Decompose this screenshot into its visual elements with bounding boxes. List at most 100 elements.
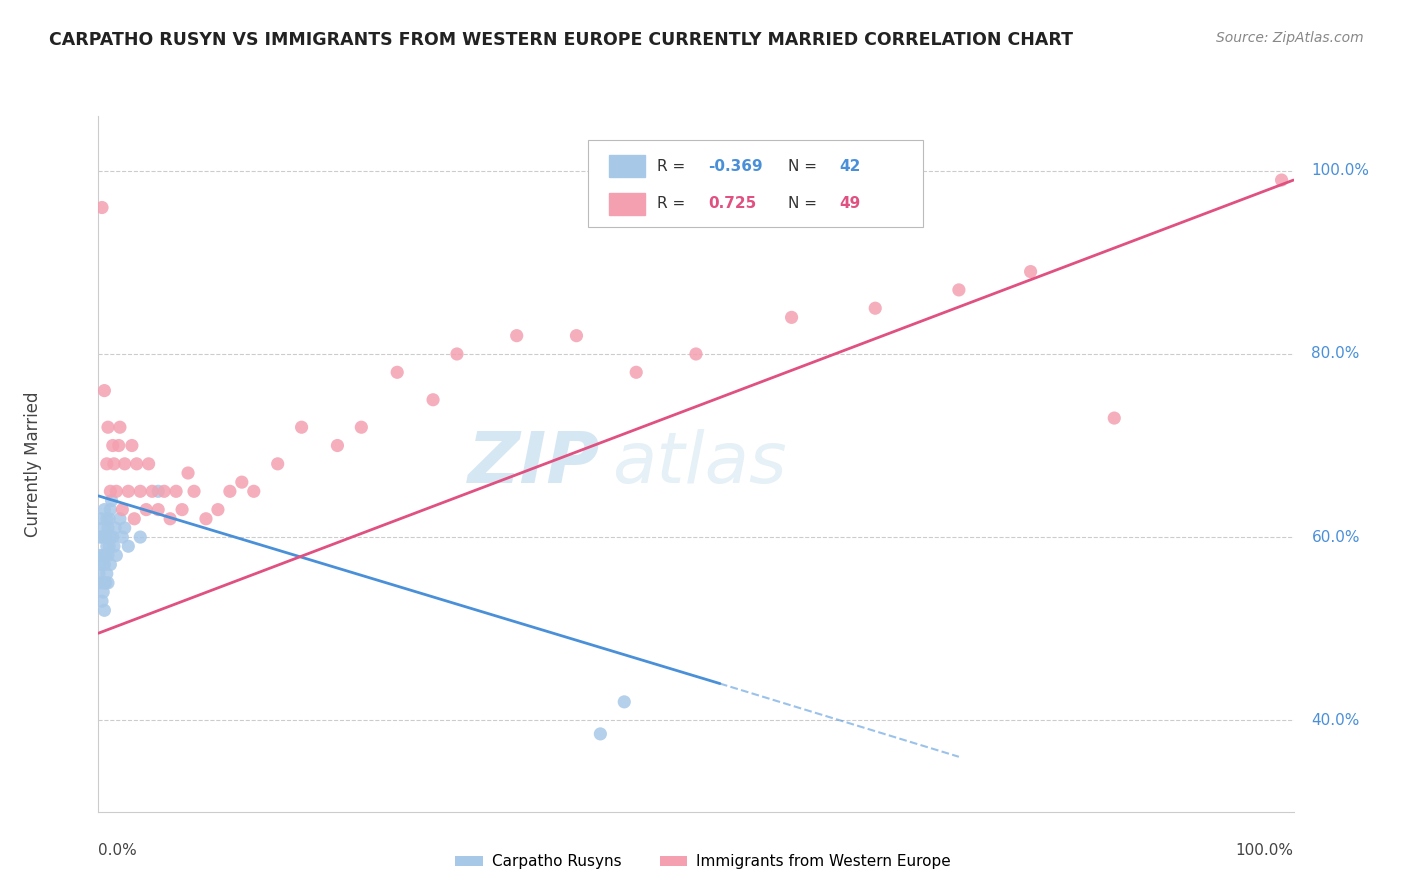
- Point: [506, 328, 529, 343]
- Point: [98, 539, 121, 553]
- Point: [105, 484, 128, 499]
- Point: [98, 502, 122, 516]
- Point: [114, 457, 136, 471]
- Text: ZIP: ZIP: [468, 429, 600, 499]
- Point: [91, 530, 114, 544]
- Point: [385, 365, 409, 379]
- Point: [93, 603, 115, 617]
- Text: Source: ZipAtlas.com: Source: ZipAtlas.com: [1216, 31, 1364, 45]
- Point: [780, 310, 803, 325]
- Point: [108, 420, 131, 434]
- Point: [219, 484, 242, 499]
- Text: 0.0%: 0.0%: [98, 843, 138, 858]
- Point: [93, 575, 115, 590]
- Point: [97, 549, 120, 563]
- Point: [101, 438, 124, 452]
- Point: [243, 484, 266, 499]
- Point: [91, 201, 114, 215]
- FancyBboxPatch shape: [588, 140, 922, 227]
- Point: [194, 512, 217, 526]
- Point: [231, 475, 253, 490]
- Point: [1019, 264, 1042, 278]
- Point: [326, 438, 349, 452]
- Point: [103, 457, 125, 471]
- Point: [91, 594, 114, 608]
- Text: -0.369: -0.369: [709, 159, 762, 174]
- Point: [105, 549, 128, 563]
- Text: R =: R =: [657, 196, 695, 211]
- Text: 42: 42: [839, 159, 860, 174]
- Point: [685, 347, 707, 361]
- Point: [97, 521, 120, 535]
- Point: [91, 585, 114, 599]
- Point: [863, 301, 886, 316]
- Point: [183, 484, 205, 499]
- Point: [100, 493, 122, 508]
- Point: [98, 558, 122, 572]
- Point: [165, 484, 187, 499]
- Point: [89, 549, 111, 563]
- Point: [91, 549, 114, 563]
- Point: [207, 502, 229, 516]
- Point: [93, 558, 115, 572]
- Point: [948, 283, 970, 297]
- Point: [96, 512, 118, 526]
- Point: [350, 420, 373, 434]
- Point: [129, 530, 152, 544]
- Point: [97, 420, 120, 434]
- Point: [93, 384, 115, 398]
- Point: [97, 575, 120, 590]
- Point: [624, 365, 647, 379]
- Point: [267, 457, 290, 471]
- Point: [613, 695, 636, 709]
- Point: [138, 457, 160, 471]
- Text: 49: 49: [839, 196, 860, 211]
- Point: [96, 539, 118, 553]
- Text: atlas: atlas: [612, 429, 787, 499]
- Point: [1102, 411, 1125, 425]
- Point: [93, 502, 115, 516]
- Point: [148, 502, 170, 516]
- Point: [141, 484, 163, 499]
- Text: 0.725: 0.725: [709, 196, 756, 211]
- Bar: [609, 155, 644, 178]
- Point: [96, 457, 118, 471]
- Point: [172, 502, 194, 516]
- Point: [111, 502, 134, 516]
- Point: [589, 727, 612, 741]
- Point: [104, 521, 127, 535]
- Point: [111, 530, 134, 544]
- Point: [98, 484, 122, 499]
- Point: [125, 457, 148, 471]
- Point: [148, 484, 170, 499]
- Text: Currently Married: Currently Married: [24, 391, 42, 537]
- Point: [446, 347, 468, 361]
- Point: [177, 466, 200, 480]
- Point: [124, 512, 146, 526]
- Point: [90, 575, 112, 590]
- Point: [101, 530, 124, 544]
- Point: [94, 575, 117, 590]
- Point: [121, 438, 143, 452]
- Point: [91, 558, 114, 572]
- Point: [87, 566, 110, 581]
- Legend: Carpatho Rusyns, Immigrants from Western Europe: Carpatho Rusyns, Immigrants from Western…: [449, 848, 957, 875]
- Text: R =: R =: [657, 159, 690, 174]
- Point: [117, 539, 139, 553]
- Point: [91, 521, 114, 535]
- Point: [135, 502, 157, 516]
- Point: [90, 512, 112, 526]
- Point: [89, 530, 111, 544]
- Point: [94, 530, 117, 544]
- Point: [1271, 173, 1294, 187]
- Point: [108, 512, 131, 526]
- Text: 100.0%: 100.0%: [1236, 843, 1294, 858]
- Point: [565, 328, 588, 343]
- Point: [422, 392, 444, 407]
- Text: 60.0%: 60.0%: [1312, 530, 1360, 545]
- Point: [129, 484, 152, 499]
- Point: [98, 512, 121, 526]
- Point: [98, 530, 122, 544]
- Text: 40.0%: 40.0%: [1312, 713, 1360, 728]
- Bar: [609, 193, 644, 215]
